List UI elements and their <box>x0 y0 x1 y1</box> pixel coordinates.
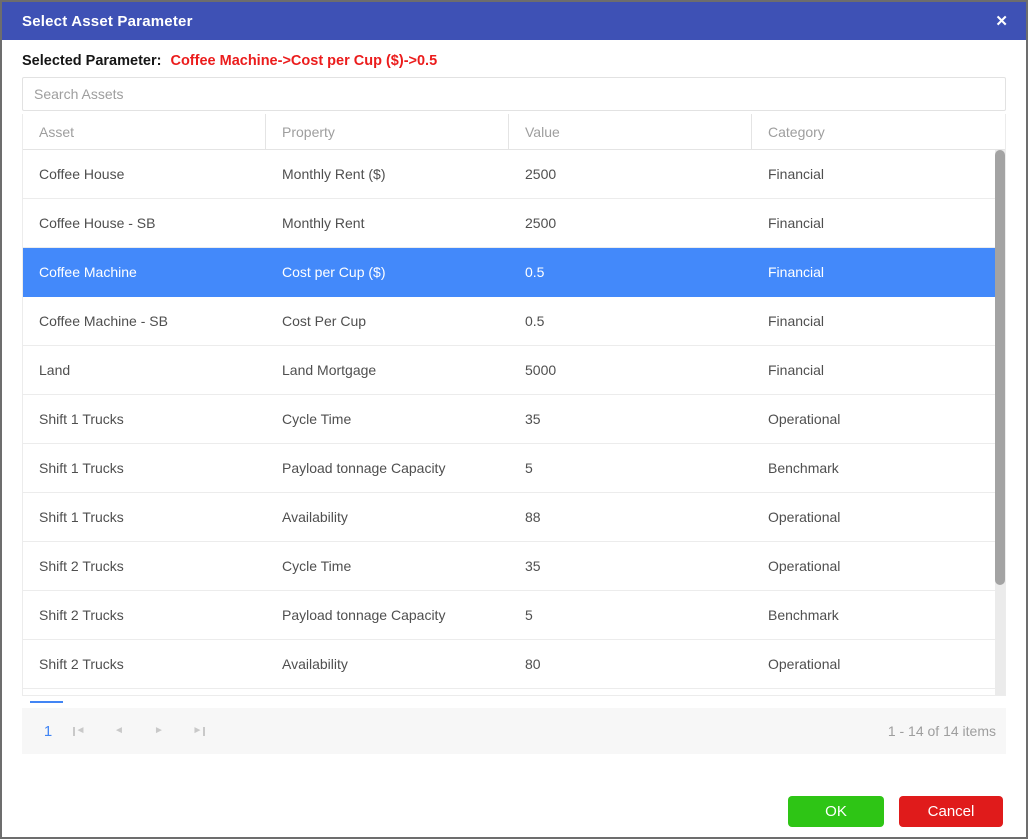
column-header-property[interactable]: Property <box>266 114 509 149</box>
cell-property: Payload tonnage Capacity <box>282 607 446 623</box>
cancel-button[interactable]: Cancel <box>899 796 1003 827</box>
close-icon[interactable]: ✕ <box>995 12 1008 30</box>
cell-asset: Shift 1 Trucks <box>39 509 124 525</box>
previous-page-icon[interactable]: ◄ <box>114 725 124 736</box>
cell-category: Financial <box>768 264 825 280</box>
page-number-1[interactable]: 1 <box>43 722 53 740</box>
selected-parameter-value: Coffee Machine->Cost per Cup ($)->0.5 <box>170 53 438 69</box>
cell-value: 35 <box>525 558 541 574</box>
selected-parameter-label: Selected Parameter: <box>22 53 162 69</box>
table-row[interactable]: Coffee House - SB Monthly Rent 2500 Financi… <box>23 199 995 248</box>
pager: 1 ◄ ◄ ► ► 1 - 14 of 14 items <box>22 708 1006 754</box>
table-body: Coffee House Monthly Rent ($) 2500 Financia… <box>23 150 1005 695</box>
table-row[interactable]: Coffee Machine - SB Cost Per Cup 0.5 Financ… <box>23 297 995 346</box>
column-header-value[interactable]: Value <box>509 114 752 149</box>
cell-asset: Shift 1 Trucks <box>39 411 124 427</box>
cell-value: 5 <box>525 607 533 623</box>
dialog-titlebar: Select Asset Parameter ✕ <box>2 2 1026 40</box>
cell-asset: Coffee Machine <box>39 264 137 280</box>
column-header-asset[interactable]: Asset <box>23 114 266 149</box>
column-header-category[interactable]: Category <box>768 123 825 140</box>
cell-category: Benchmark <box>768 607 839 623</box>
selected-parameter-line: Selected Parameter: Coffee Machine->Cost… <box>22 53 1006 69</box>
cell-asset: Shift 2 Trucks <box>39 558 124 574</box>
table-row[interactable]: Shift 1 Trucks Payload tonnage Capacity 5 B… <box>23 444 995 493</box>
cell-property: Availability <box>282 656 348 672</box>
table-header-row: Asset Property Value Category <box>23 114 1005 150</box>
cell-property: Cycle Time <box>282 558 352 574</box>
cell-value: 5000 <box>525 362 557 378</box>
cell-property: Monthly Rent ($) <box>282 166 386 182</box>
vertical-scrollbar[interactable] <box>995 150 1005 695</box>
table-row[interactable]: Shift 2 Trucks Cycle Time 35 Operational <box>23 542 995 591</box>
cell-value: 80 <box>525 656 541 672</box>
cell-value: 0.5 <box>525 264 545 280</box>
table-row[interactable]: Land Land Mortgage 5000 Financial <box>23 346 995 395</box>
cell-category: Financial <box>768 166 825 182</box>
cell-asset: Coffee Machine - SB <box>39 313 168 329</box>
cell-category: Operational <box>768 411 841 427</box>
table-row[interactable]: Shift 2 Trucks Payload tonnage Capacity 5 B… <box>23 591 995 640</box>
table-row[interactable]: Shift 1 Trucks Availability 88 Operational <box>23 493 995 542</box>
scrollbar-thumb[interactable] <box>995 150 1005 585</box>
cell-property: Cost per Cup ($) <box>282 264 386 280</box>
first-page-icon[interactable]: ◄ <box>59 726 99 736</box>
cell-category: Operational <box>768 558 841 574</box>
cell-category: Benchmark <box>768 460 839 476</box>
cell-property: Payload tonnage Capacity <box>282 460 446 476</box>
current-page-indicator <box>30 701 63 703</box>
cell-asset: Coffee House <box>39 166 125 182</box>
cell-category: Financial <box>768 362 825 378</box>
cell-property: Land Mortgage <box>282 362 377 378</box>
dialog-content: Selected Parameter: Coffee Machine->Cost… <box>2 53 1026 827</box>
table-body-rows: Coffee House Monthly Rent ($) 2500 Financia… <box>23 150 995 695</box>
cell-property: Cycle Time <box>282 411 352 427</box>
assets-table: Asset Property Value Category Coffee House M… <box>22 114 1006 696</box>
cell-value: 2500 <box>525 215 557 231</box>
cell-category: Operational <box>768 509 841 525</box>
table-row[interactable]: Coffee Machine Cost per Cup ($) 0.5 Financi… <box>23 248 995 297</box>
cell-asset: Shift 2 Trucks <box>39 607 124 623</box>
table-row[interactable]: Coffee House Monthly Rent ($) 2500 Financia… <box>23 150 995 199</box>
cell-property: Cost Per Cup <box>282 313 367 329</box>
pager-summary: 1 - 14 of 14 items <box>887 723 996 739</box>
cell-value: 88 <box>525 509 541 525</box>
cell-value: 0.5 <box>525 313 545 329</box>
next-page-icon[interactable]: ► <box>154 725 164 736</box>
table-row[interactable]: Shift 2 Trucks Availability 80 Operational <box>23 640 995 689</box>
cell-asset: Shift 2 Trucks <box>39 656 124 672</box>
table-row[interactable]: Shift 1 Trucks Cycle Time 35 Operational <box>23 395 995 444</box>
cell-category: Operational <box>768 656 841 672</box>
ok-button[interactable]: OK <box>788 796 884 827</box>
cell-category: Financial <box>768 313 825 329</box>
cell-asset: Shift 1 Trucks <box>39 460 124 476</box>
cell-property: Monthly Rent <box>282 215 365 231</box>
cell-asset: Coffee House - SB <box>39 215 156 231</box>
cell-category: Financial <box>768 215 825 231</box>
last-page-icon[interactable]: ► <box>179 726 219 736</box>
dialog-footer: OK Cancel <box>22 796 1006 827</box>
cell-asset: Land <box>39 362 71 378</box>
dialog-title: Select Asset Parameter <box>22 12 193 30</box>
search-input[interactable] <box>22 77 1006 111</box>
cell-property: Availability <box>282 509 348 525</box>
cell-value: 5 <box>525 460 533 476</box>
cell-value: 35 <box>525 411 541 427</box>
cell-value: 2500 <box>525 166 557 182</box>
